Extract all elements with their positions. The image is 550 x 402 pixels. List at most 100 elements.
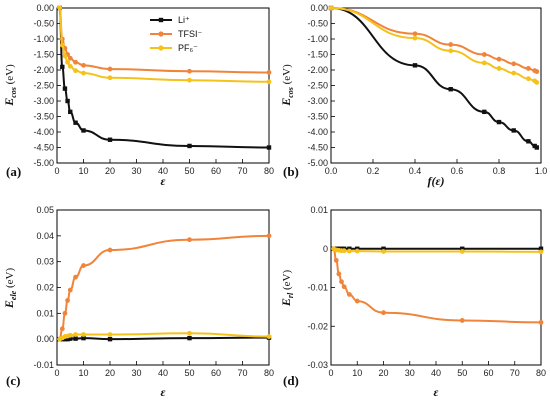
data-point xyxy=(481,52,487,57)
x-tick-label: 70 xyxy=(237,166,247,176)
data-point xyxy=(534,80,540,85)
y-tick-label: -0.50 xyxy=(307,19,328,29)
x-tick-label: 80 xyxy=(536,368,546,378)
x-tick-label: 80 xyxy=(264,166,274,176)
plot-frame xyxy=(330,7,542,164)
legend-label: Li⁺ xyxy=(178,15,190,25)
series-line xyxy=(58,7,270,74)
x-tick-label: 30 xyxy=(131,166,141,176)
x-tick-label: 50 xyxy=(457,368,467,378)
data-point xyxy=(81,128,86,133)
data-point xyxy=(57,5,63,11)
y-tick-label: -1.00 xyxy=(307,34,328,44)
series-li xyxy=(57,5,272,150)
y-tick-label: 0.00 xyxy=(310,3,328,13)
data-point xyxy=(59,42,65,48)
data-point xyxy=(460,246,465,251)
data-point xyxy=(65,98,70,104)
panel-label: (c) xyxy=(6,373,20,388)
data-point xyxy=(187,237,192,243)
x-axis-label: ε xyxy=(161,385,166,399)
x-tick-label: 20 xyxy=(105,166,115,176)
x-tick-label: 10 xyxy=(352,368,362,378)
data-point xyxy=(68,109,73,115)
y-tick-label: -4.00 xyxy=(33,127,54,137)
x-tick-label: 20 xyxy=(105,368,115,378)
panel-a: 0.00 -0.50 -1.00 -1.50 -2.00 -2.50 -3.00 -3.50 -… xyxy=(2,3,274,188)
x-tick-label: 0.8 xyxy=(493,166,506,176)
data-point xyxy=(73,120,78,125)
y-axis-label: Erl (eV) xyxy=(279,270,295,308)
data-point xyxy=(73,68,78,74)
data-point xyxy=(534,69,540,74)
plot-frame xyxy=(330,209,542,366)
x-tick-label: 60 xyxy=(483,368,493,378)
data-point xyxy=(412,63,418,68)
y-tick-label: 0.05 xyxy=(36,205,54,215)
data-point xyxy=(187,335,192,341)
panel-d: -0.03 -0.02 -0.01 0 0.01 0 10 20 30 40 50 60 70 80 ε Er… xyxy=(279,205,546,399)
y-tick-label: -5.00 xyxy=(307,158,328,168)
series-line xyxy=(59,336,270,341)
x-tick-label: 0.2 xyxy=(367,166,380,176)
legend-label: TFSI⁻ xyxy=(178,29,202,39)
data-point xyxy=(187,77,192,83)
x-axis-label: f(ε) xyxy=(428,174,445,188)
panel-label: (b) xyxy=(283,164,299,179)
data-point xyxy=(412,35,418,41)
x-tick-label: 70 xyxy=(510,368,520,378)
y-tick-label: -3.50 xyxy=(33,112,54,122)
data-point xyxy=(68,336,73,341)
y-tick-label: -2.50 xyxy=(33,81,54,91)
x-tick-label: 10 xyxy=(78,368,88,378)
x-tick-label: 0.0 xyxy=(325,166,338,176)
data-point xyxy=(81,70,86,76)
x-axis-label: ε xyxy=(434,385,439,399)
y-tick-label: -0.01 xyxy=(307,283,328,293)
series-pf6 xyxy=(57,330,272,342)
plot-frame xyxy=(56,209,270,366)
data-point xyxy=(62,310,68,316)
data-point xyxy=(67,332,73,338)
data-point xyxy=(107,336,113,342)
data-point xyxy=(459,318,465,323)
data-point xyxy=(67,63,73,69)
data-point xyxy=(81,263,86,268)
data-point xyxy=(266,145,272,150)
y-axis-label: Ecos (eV) xyxy=(279,64,295,107)
y-tick-label: 0.01 xyxy=(310,205,328,215)
data-point xyxy=(65,298,70,303)
x-tick-label: 80 xyxy=(264,368,274,378)
x-tick-label: 0 xyxy=(328,368,333,378)
y-tick-label: -4.50 xyxy=(307,143,328,153)
data-point xyxy=(346,292,352,297)
y-tick-label: 0.00 xyxy=(36,334,54,344)
data-point xyxy=(107,332,113,337)
data-point xyxy=(481,60,487,66)
data-point xyxy=(59,326,65,332)
x-tick-label: 10 xyxy=(78,166,88,176)
data-point xyxy=(511,70,517,76)
data-point xyxy=(538,246,544,251)
y-tick-label: 0.01 xyxy=(36,308,54,318)
y-tick-label: -4.50 xyxy=(33,143,54,153)
data-point xyxy=(107,247,113,253)
data-point xyxy=(266,233,272,239)
legend-marker xyxy=(158,45,164,51)
x-tick-label: 40 xyxy=(158,368,168,378)
data-point xyxy=(73,59,78,65)
data-point xyxy=(381,310,386,316)
y-tick-label: -3.00 xyxy=(33,96,54,106)
data-point xyxy=(412,31,418,37)
data-point xyxy=(62,53,68,59)
data-point xyxy=(81,335,86,341)
data-point xyxy=(496,56,502,62)
data-point xyxy=(526,66,531,71)
series-line xyxy=(332,247,542,324)
data-point xyxy=(448,87,453,92)
x-tick-label: 0 xyxy=(54,166,59,176)
series-tfsi xyxy=(331,246,544,325)
series-line xyxy=(330,7,537,149)
data-point xyxy=(496,119,502,125)
